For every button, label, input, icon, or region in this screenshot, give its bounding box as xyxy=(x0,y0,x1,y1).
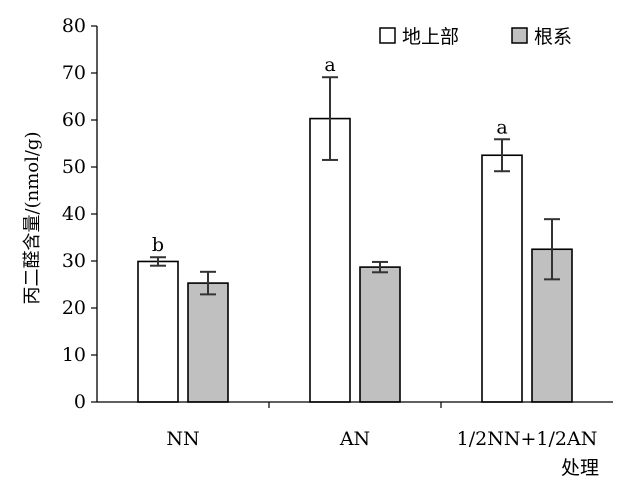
y-tick-label: 10 xyxy=(62,344,86,366)
y-tick-label: 20 xyxy=(62,297,86,319)
bars-layer xyxy=(137,117,573,403)
x-axis-label: 处理 xyxy=(561,457,599,479)
bar xyxy=(137,260,179,403)
legend: 地上部 根系 xyxy=(379,26,572,48)
y-tick-label: 70 xyxy=(62,62,86,84)
bar xyxy=(187,282,229,403)
y-ticks-layer: 0 10 20 30 40 50 60 70 80 xyxy=(62,15,97,413)
y-axis-label: 丙二醛含量/(nmol/g) xyxy=(22,132,43,305)
y-tick-label: 40 xyxy=(62,203,86,225)
x-tick-label: NN xyxy=(166,428,199,450)
significance-letter: a xyxy=(324,54,335,76)
bar xyxy=(309,117,351,403)
legend-swatch xyxy=(511,27,528,44)
y-tick-label: 50 xyxy=(62,156,86,178)
y-tick-label: 30 xyxy=(62,250,86,272)
bar xyxy=(481,154,523,403)
significance-letter: b xyxy=(152,234,164,256)
legend-label: 根系 xyxy=(534,26,572,48)
legend-label: 地上部 xyxy=(402,26,459,48)
significance-letter: a xyxy=(496,116,507,138)
y-tick-label: 0 xyxy=(74,391,86,413)
y-tick-label: 80 xyxy=(62,15,86,37)
error-bars-layer xyxy=(150,76,560,296)
legend-swatch xyxy=(379,27,396,44)
significance-letters-layer: b a a xyxy=(152,54,508,256)
bar xyxy=(359,266,401,403)
y-tick-label: 60 xyxy=(62,109,86,131)
x-ticks-layer: NN AN 1/2NN+1/2AN xyxy=(166,402,597,450)
x-tick-label: AN xyxy=(339,428,370,450)
x-tick-label: 1/2NN+1/2AN xyxy=(457,428,598,450)
